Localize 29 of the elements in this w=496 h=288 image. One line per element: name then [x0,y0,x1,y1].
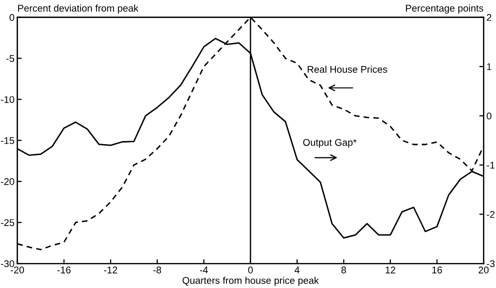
y-axis-title: Percent deviation from peak [18,4,138,14]
x-tick-label: 20 [478,266,489,274]
x-tick-label: -8 [153,266,162,274]
x-tick-label: 12 [386,266,396,274]
y2-tick-label: 2 [486,14,492,21]
x-tick-label: -12 [104,266,118,274]
x-tick-label: 8 [341,266,346,274]
y2-tick-label: -3 [486,260,495,268]
series-label: Real House Prices [308,66,388,73]
x-tick-label: 16 [432,266,442,274]
x-tick-label: -16 [57,266,71,274]
x-tick-label: 0 [248,266,253,274]
x-tick-label: 4 [294,266,300,274]
y2-axis-title: Percentage points [406,4,484,14]
y-tick-label: -15 [0,137,14,144]
y-tick-label: -10 [0,96,14,103]
x-tick-label: -20 [10,266,24,274]
y-tick-label: -25 [0,219,14,226]
y2-tick-label: -1 [486,162,495,169]
y2-tick-label: -2 [486,211,495,218]
y-tick-label: 0 [10,14,14,21]
y-tick-label: -5 [6,55,14,62]
series-label: Output Gap* [303,138,357,148]
x-axis-title: Quarters from house price peak [182,276,319,286]
y-tick-label: -30 [0,260,14,268]
y2-tick-label: 1 [487,63,492,70]
x-tick-label: -4 [200,266,208,274]
y2-tick-label: 0 [486,112,492,120]
y-tick-label: -20 [0,178,14,186]
